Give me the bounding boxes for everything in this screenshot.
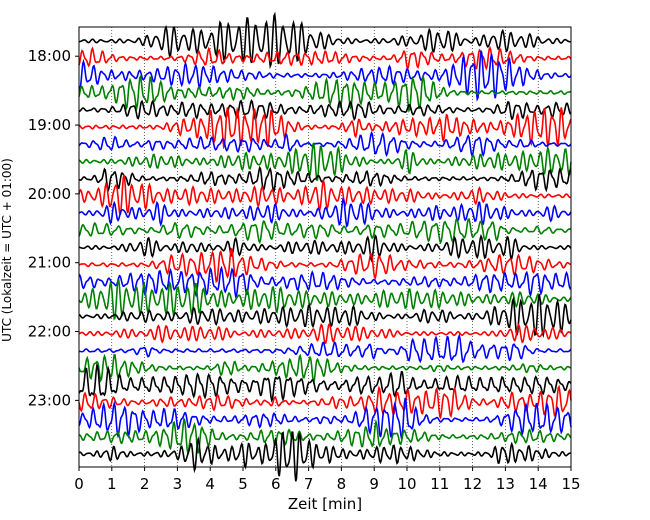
- x-tick-label: 15: [561, 475, 580, 493]
- y-tick-label: 21:00: [28, 254, 71, 272]
- trace-line: [78, 131, 572, 158]
- x-tick-label: 10: [397, 475, 416, 493]
- trace-line: [78, 217, 572, 245]
- x-tick-label: 2: [140, 475, 150, 493]
- x-tick-label: 7: [304, 475, 314, 493]
- trace-line: [78, 333, 572, 364]
- trace-line: [78, 106, 572, 150]
- y-axis-label: UTC (Lokalzeit = UTC + 01:00): [0, 158, 14, 342]
- y-tick-label: 19:00: [28, 116, 71, 134]
- y-tick-label: 20:00: [28, 185, 71, 203]
- y-tick-label: 18:00: [28, 47, 71, 65]
- x-tick-label: 5: [238, 475, 248, 493]
- trace-line: [78, 293, 572, 339]
- trace-line: [78, 142, 572, 181]
- trace-line: [78, 431, 572, 482]
- trace-line: [78, 353, 572, 386]
- trace-line: [78, 247, 572, 284]
- traces: [78, 11, 572, 482]
- trace-line: [78, 234, 572, 263]
- x-tick-label: 12: [463, 475, 482, 493]
- y-tick-label: 23:00: [28, 391, 71, 409]
- trace-line: [78, 74, 572, 113]
- x-tick-label: 1: [107, 475, 117, 493]
- y-tick-label: 22:00: [28, 323, 71, 341]
- x-tick-label: 6: [271, 475, 281, 493]
- y-axis: 18:00 19:00 20:00 21:00 22:00 23:00: [28, 47, 79, 409]
- x-tick-label: 4: [205, 475, 215, 493]
- trace-line: [78, 416, 572, 456]
- x-tick-label: 3: [173, 475, 183, 493]
- trace-line: [78, 45, 572, 71]
- x-tick-label: 13: [496, 475, 515, 493]
- x-tick-label: 14: [529, 475, 548, 493]
- trace-line: [78, 322, 572, 345]
- x-tick-label: 0: [74, 475, 84, 493]
- x-tick-label: 11: [430, 475, 449, 493]
- x-tick-label: 8: [337, 475, 347, 493]
- plot-frame: [78, 26, 572, 468]
- trace-line: [78, 384, 572, 420]
- trace-line: [78, 98, 572, 122]
- trace-line: [78, 265, 572, 299]
- trace-line: [78, 174, 572, 215]
- trace-line: [78, 278, 572, 321]
- trace-line: [78, 165, 572, 193]
- trace-line: [78, 362, 572, 403]
- trace-line: [78, 197, 572, 228]
- x-axis-label: Zeit [min]: [288, 495, 362, 513]
- trace-line: [78, 11, 572, 70]
- trace-line: [78, 397, 572, 442]
- x-tick-label: 9: [369, 475, 379, 493]
- x-axis: 0 1 2 3 4 5 6 7 8 9 10 11 12 13 14 15: [74, 467, 581, 493]
- trace-line: [78, 50, 572, 102]
